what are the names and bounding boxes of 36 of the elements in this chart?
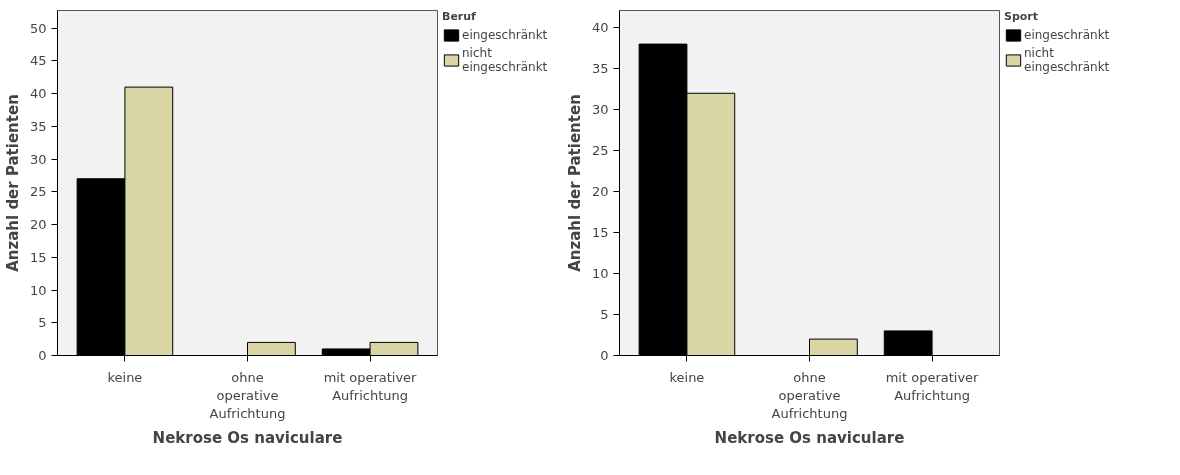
y-tick-label: 10 (591, 266, 609, 282)
y-axis-title: Anzahl der Patienten (565, 94, 584, 272)
y-tick-label: 0 (38, 348, 47, 363)
x-tick-label: keine (669, 369, 705, 385)
legend-title: Sport (1004, 10, 1040, 23)
y-tick-label: 10 (29, 282, 47, 298)
y-tick-label: 30 (591, 102, 609, 118)
x-axis-title: Nekrose Os naviculare (152, 428, 343, 447)
y-tick-label: 50 (29, 20, 47, 36)
legend-label: nicht eingeschränkt (1024, 46, 1110, 74)
y-tick-label: 40 (591, 20, 609, 36)
y-tick-label: 40 (29, 86, 47, 102)
x-axis-title: Nekrose Os naviculare (714, 428, 905, 447)
legend-label: eingeschränkt (462, 28, 548, 42)
y-tick-label: 35 (591, 61, 609, 77)
x-tick-label: keine (107, 369, 143, 385)
y-tick-label: 20 (29, 217, 47, 233)
y-tick-label: 25 (591, 143, 609, 159)
x-tick-label: mit operativer Aufrichtung (323, 369, 418, 403)
y-tick-label: 15 (29, 249, 47, 265)
y-tick-label: 30 (29, 151, 47, 167)
y-tick-label: 35 (29, 118, 47, 134)
y-axis-title: Anzahl der Patienten (3, 94, 22, 272)
legend-label: eingeschränkt (1024, 28, 1110, 42)
x-tick-label: mit operativer Aufrichtung (885, 369, 980, 403)
y-tick-label: 15 (591, 225, 609, 241)
x-tick-label: ohne operative Aufrichtung (209, 369, 286, 421)
y-tick-label: 5 (38, 315, 47, 331)
y-tick-label: 45 (29, 53, 47, 69)
x-tick-label: ohne operative Aufrichtung (771, 369, 848, 421)
y-tick-label: 5 (600, 307, 609, 323)
legend-label: nicht eingeschränkt (462, 46, 548, 74)
legend-title: Beruf (442, 10, 477, 23)
y-tick-label: 25 (29, 184, 47, 200)
y-tick-label: 0 (600, 348, 609, 363)
y-tick-label: 20 (591, 184, 609, 200)
